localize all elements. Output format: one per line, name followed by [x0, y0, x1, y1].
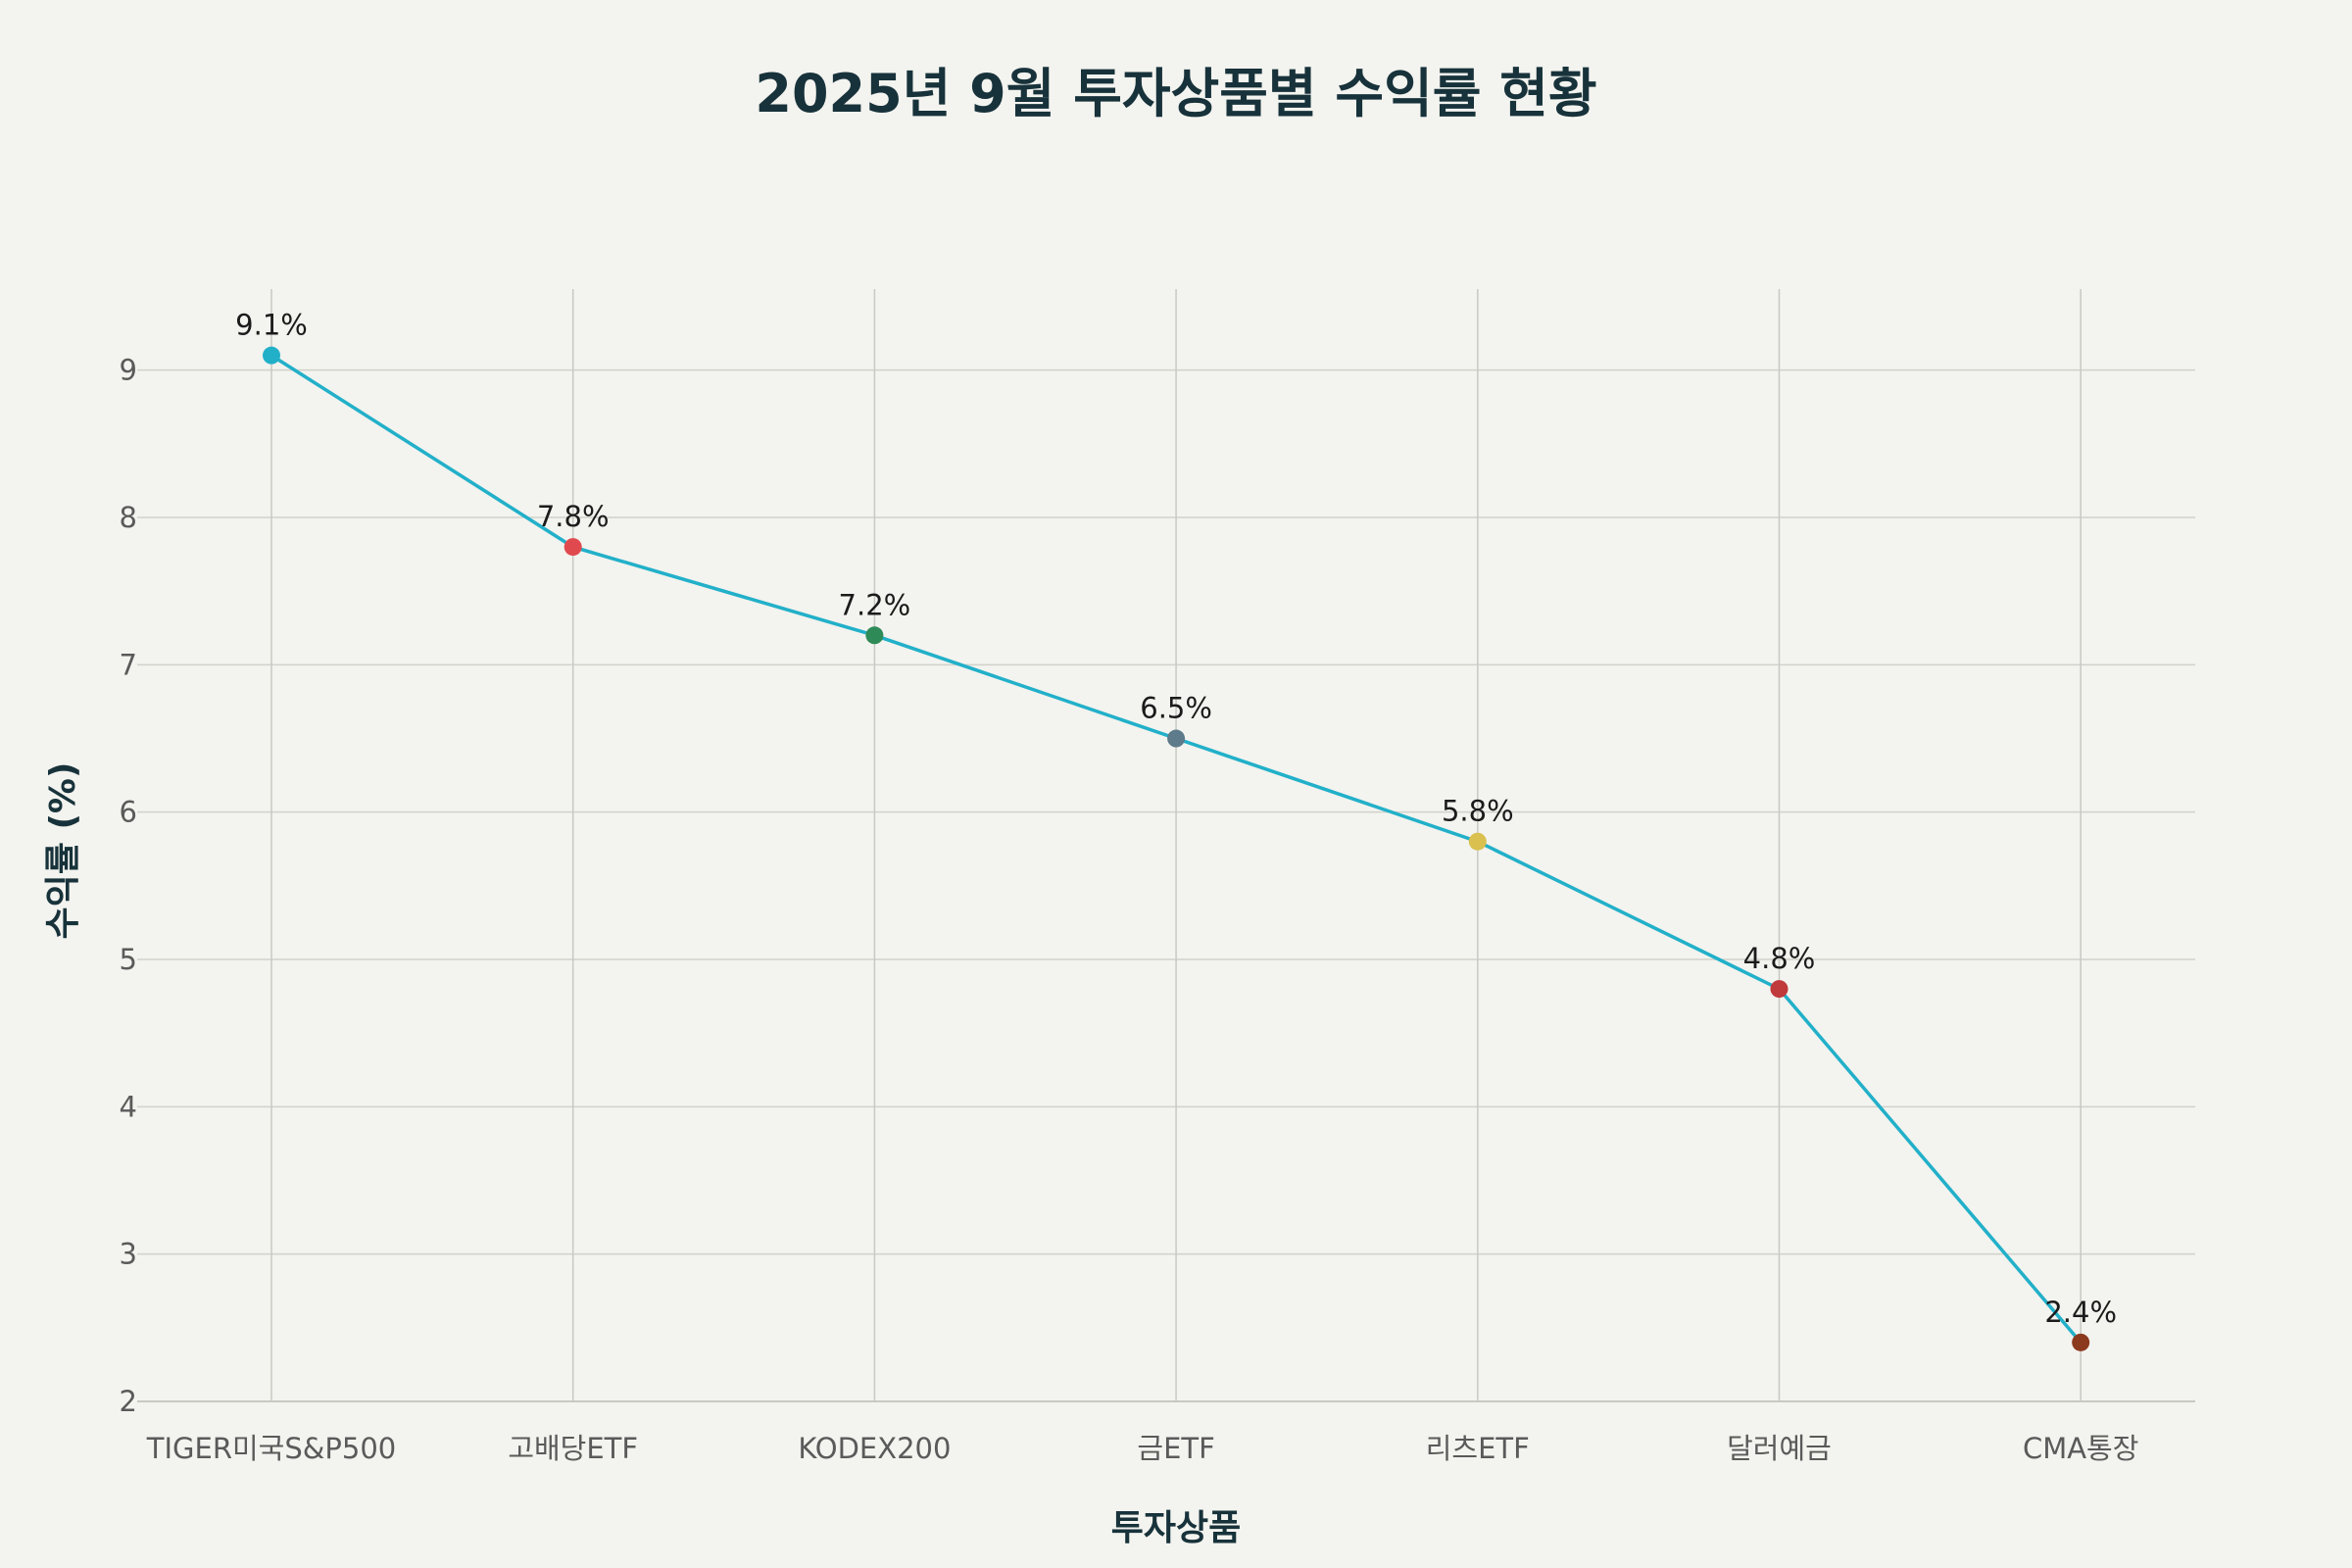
y-tick-label: 4 — [120, 1090, 137, 1123]
data-label: 5.8% — [1442, 795, 1514, 828]
data-point — [564, 538, 582, 557]
data-point — [865, 626, 884, 645]
data-point — [1468, 832, 1487, 851]
x-axis-title: 투자상품 — [1111, 1508, 1241, 1548]
x-tick-label: KODEX200 — [798, 1432, 951, 1465]
data-point — [1167, 729, 1186, 748]
x-axis-ticks: TIGER미국S&P500 고배당ETF KODEX200 금ETF 리츠ETF 달러예금… — [146, 1432, 2139, 1465]
grid-layer — [137, 289, 2195, 1402]
y-tick-label: 3 — [120, 1238, 137, 1271]
y-tick-label: 5 — [120, 943, 137, 976]
data-label: 7.2% — [839, 588, 911, 621]
y-axis-title: 수익률 (%) — [43, 762, 83, 940]
y-tick-label: 2 — [120, 1385, 137, 1418]
y-tick-label: 9 — [120, 354, 137, 387]
x-tick-label: 금ETF — [1137, 1432, 1214, 1465]
data-labels: 9.1% 7.8% 7.2% 6.5% 5.8% 4.8% 2.4% — [235, 309, 2117, 1329]
data-label: 9.1% — [235, 309, 308, 342]
x-tick-label: 달러예금 — [1727, 1432, 1832, 1465]
chart-title: 2025년 9월 투자상품별 수익률 현황 — [755, 63, 1596, 124]
data-point — [263, 346, 280, 365]
y-tick-label: 8 — [120, 501, 137, 534]
data-points — [263, 346, 2090, 1351]
x-tick-label: 리츠ETF — [1426, 1432, 1530, 1465]
y-tick-label: 7 — [120, 648, 137, 681]
data-label: 2.4% — [2044, 1296, 2117, 1329]
data-label: 6.5% — [1140, 692, 1212, 725]
y-axis-ticks: 2 3 4 5 6 7 8 9 — [120, 354, 137, 1418]
x-tick-label: 고배당ETF — [508, 1432, 638, 1465]
data-point — [2072, 1333, 2090, 1351]
x-tick-label: TIGER미국S&P500 — [146, 1432, 396, 1465]
data-point — [1770, 980, 1788, 999]
data-label: 4.8% — [1743, 942, 1816, 975]
y-tick-label: 6 — [120, 796, 137, 829]
data-label: 7.8% — [537, 500, 610, 533]
x-tick-label: CMA통장 — [2023, 1432, 2138, 1465]
